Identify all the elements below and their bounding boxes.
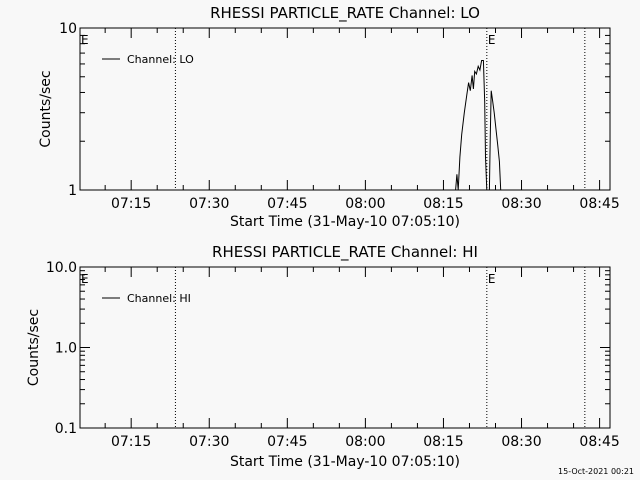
panel1-event-marker-label: E bbox=[81, 33, 89, 47]
panel2-y-axis-label: Counts/sec bbox=[26, 309, 42, 386]
panel2-event-marker-label: E bbox=[81, 272, 89, 286]
panel1-title: RHESSI PARTICLE_RATE Channel: LO bbox=[210, 4, 480, 23]
panel2-y-tick-label: 10.0 bbox=[46, 260, 77, 276]
panel1-x-tick-label: 08:00 bbox=[345, 196, 385, 212]
panel2-x-tick-label: 07:15 bbox=[111, 434, 151, 450]
footer-timestamp: 15-Oct-2021 00:21 bbox=[558, 467, 634, 476]
panel2-x-tick-label: 08:00 bbox=[345, 434, 385, 450]
panel2-legend-label: Channel: HI bbox=[127, 292, 191, 305]
panel2-y-tick-label: 0.1 bbox=[55, 421, 77, 437]
panel1-y-tick-label: 10 bbox=[59, 21, 77, 37]
panel2-x-tick-label: 08:15 bbox=[423, 434, 463, 450]
panel1-x-tick-label: 08:45 bbox=[579, 196, 619, 212]
panel2-x-tick-label: 08:45 bbox=[579, 434, 619, 450]
panel2-y-tick-label: 1.0 bbox=[55, 341, 77, 357]
panel2-x-axis-label: Start Time (31-May-10 07:05:10) bbox=[230, 454, 460, 470]
panel1-x-tick-label: 08:15 bbox=[423, 196, 463, 212]
panel1-x-tick-label: 07:15 bbox=[111, 196, 151, 212]
panel1-series-line-segment bbox=[455, 60, 488, 191]
panel2-x-tick-label: 07:30 bbox=[189, 434, 229, 450]
panel2-event-marker-label: E bbox=[488, 272, 496, 286]
panel1-y-axis-label: Counts/sec bbox=[38, 70, 54, 147]
panel2-x-tick-label: 07:45 bbox=[267, 434, 307, 450]
panel1-event-marker-label: E bbox=[488, 33, 496, 47]
panel2-title: RHESSI PARTICLE_RATE Channel: HI bbox=[212, 243, 478, 262]
panel2-x-tick-label: 08:30 bbox=[501, 434, 541, 450]
panel1-series-line-segment bbox=[488, 90, 502, 191]
panel1-x-tick-label: 07:45 bbox=[267, 196, 307, 212]
panel1-x-axis-label: Start Time (31-May-10 07:05:10) bbox=[230, 214, 460, 230]
panel1-x-tick-label: 07:30 bbox=[189, 196, 229, 212]
panel1-legend-label: Channel: LO bbox=[127, 53, 194, 66]
panel1-plot-frame bbox=[79, 27, 611, 191]
panel1-y-tick-label: 1 bbox=[68, 183, 77, 199]
panel1-x-tick-label: 08:30 bbox=[501, 196, 541, 212]
